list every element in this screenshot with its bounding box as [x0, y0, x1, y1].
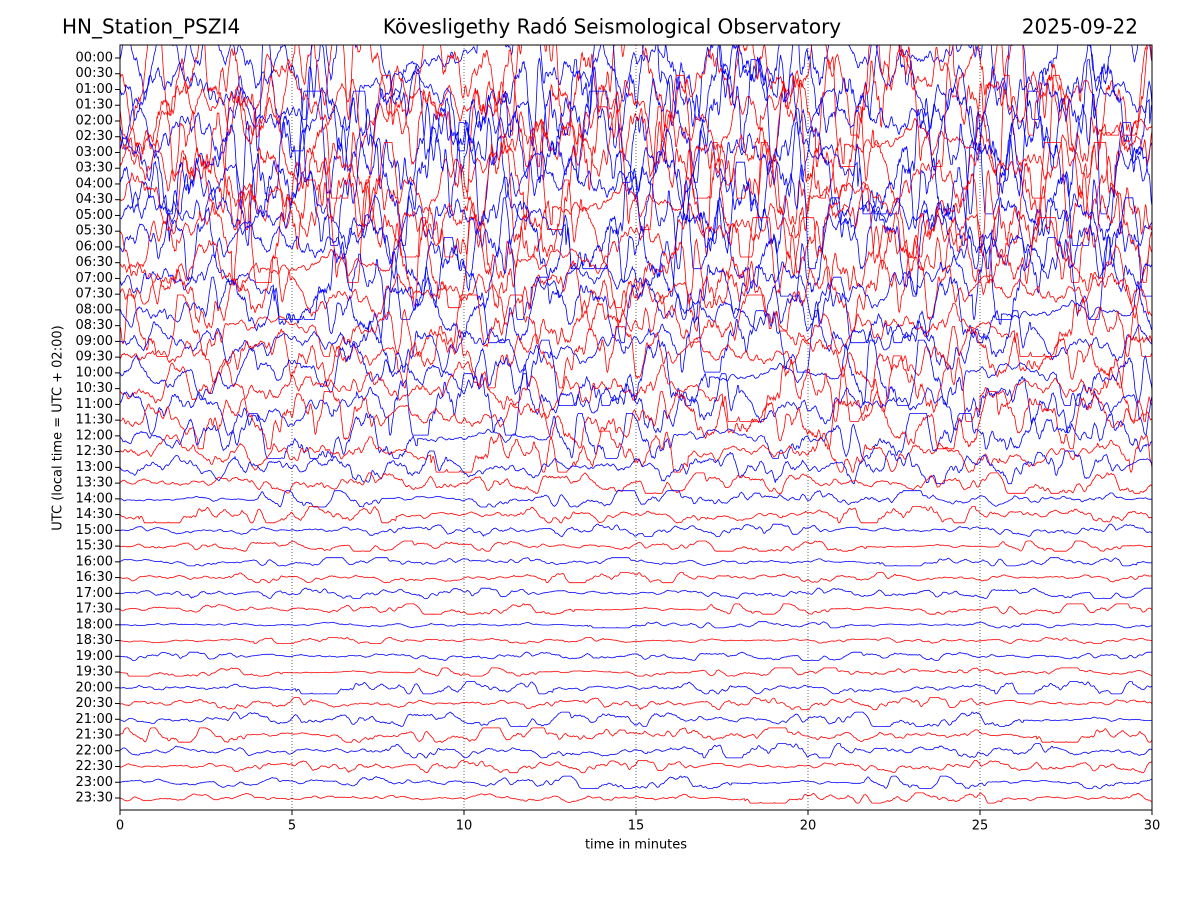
y-tick-label: 05:30 — [76, 224, 113, 239]
y-tick-label: 15:30 — [76, 539, 113, 554]
y-tick-label: 23:30 — [76, 791, 113, 806]
trace — [120, 760, 1152, 774]
trace — [120, 326, 1152, 389]
trace — [120, 603, 1152, 615]
trace — [120, 412, 1152, 459]
y-tick-label: 11:00 — [76, 397, 113, 412]
trace — [120, 587, 1152, 599]
y-tick-label: 09:30 — [76, 350, 113, 365]
y-tick-label: 19:00 — [76, 649, 113, 664]
trace — [120, 472, 1152, 494]
trace — [120, 637, 1152, 644]
y-tick-label: 18:30 — [76, 633, 113, 648]
y-tick-label: 04:30 — [76, 192, 113, 207]
y-axis-label: UTC (local time = UTC + 02:00) — [51, 325, 66, 530]
x-tick-label: 30 — [1144, 819, 1161, 834]
y-tick-label: 10:00 — [76, 365, 113, 380]
y-tick-label: 06:00 — [76, 239, 113, 254]
x-tick-label: 5 — [288, 819, 296, 834]
y-tick-label: 21:00 — [76, 712, 113, 727]
y-tick-label: 20:00 — [76, 680, 113, 695]
x-axis-label: time in minutes — [585, 838, 687, 853]
x-tick-label: 20 — [800, 819, 817, 834]
y-tick-label: 19:30 — [76, 665, 113, 680]
y-tick-label: 16:00 — [76, 554, 113, 569]
trace — [120, 196, 1152, 297]
chart-title: Kövesligethy Radó Seismological Observat… — [383, 15, 841, 39]
y-tick-label: 08:30 — [76, 318, 113, 333]
x-tick-label: 15 — [628, 819, 645, 834]
x-tick-label: 0 — [116, 819, 124, 834]
y-tick-label: 22:00 — [76, 743, 113, 758]
y-tick-label: 03:30 — [76, 161, 113, 176]
y-tick-label: 06:30 — [76, 255, 113, 270]
y-tick-label: 18:00 — [76, 617, 113, 632]
y-tick-label: 13:00 — [76, 460, 113, 475]
station-title: HN_Station_PSZI4 — [62, 15, 240, 39]
y-tick-label: 08:00 — [76, 302, 113, 317]
trace — [120, 45, 1149, 168]
y-tick-label: 04:00 — [76, 176, 113, 191]
y-tick-label: 22:30 — [76, 759, 113, 774]
y-tick-label: 13:30 — [76, 476, 113, 491]
y-tick-label: 05:00 — [76, 208, 113, 223]
trace — [120, 90, 1152, 215]
y-tick-label: 14:30 — [76, 507, 113, 522]
trace — [120, 141, 1152, 259]
y-tick-label: 01:30 — [76, 98, 113, 113]
y-tick-label: 10:30 — [76, 381, 113, 396]
y-tick-label: 07:30 — [76, 287, 113, 302]
y-tick-label: 11:30 — [76, 413, 113, 428]
y-tick-label: 00:30 — [76, 66, 113, 81]
y-tick-label: 01:00 — [76, 82, 113, 97]
y-tick-label: 02:30 — [76, 129, 113, 144]
y-tick-label: 14:00 — [76, 491, 113, 506]
y-tick-label: 21:30 — [76, 728, 113, 743]
date-title: 2025-09-22 — [1022, 15, 1138, 39]
y-tick-label: 03:00 — [76, 145, 113, 160]
y-tick-label: 12:30 — [76, 444, 113, 459]
y-tick-label: 00:00 — [76, 51, 113, 66]
y-tick-label: 16:30 — [76, 570, 113, 585]
y-tick-label: 09:00 — [76, 334, 113, 349]
y-tick-label: 07:00 — [76, 271, 113, 286]
trace — [120, 74, 1152, 200]
y-tick-label: 17:00 — [76, 586, 113, 601]
y-tick-label: 02:00 — [76, 113, 113, 128]
trace — [120, 681, 1152, 695]
trace — [120, 122, 1152, 246]
x-tick-label: 25 — [972, 819, 989, 834]
y-tick-label: 15:00 — [76, 523, 113, 538]
x-tick-label: 10 — [456, 819, 473, 834]
y-tick-label: 23:00 — [76, 775, 113, 790]
y-tick-label: 12:00 — [76, 428, 113, 443]
y-tick-label: 17:30 — [76, 602, 113, 617]
y-tick-label: 20:30 — [76, 696, 113, 711]
